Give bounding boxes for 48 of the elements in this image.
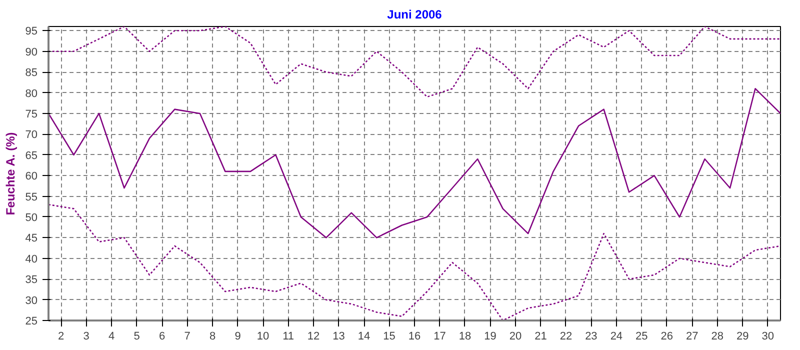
x-tick-label: 15 <box>383 330 396 342</box>
x-tick-label: 5 <box>134 330 140 342</box>
x-tick-label: 18 <box>458 330 472 342</box>
x-tick-label: 19 <box>484 330 496 342</box>
y-tick-label: 85 <box>25 67 38 80</box>
x-tick-label: 17 <box>434 330 446 342</box>
x-tick-label: 7 <box>184 330 190 342</box>
y-axis-title: Feuchte A. (%) <box>3 132 18 216</box>
y-tick-label: 30 <box>25 294 38 307</box>
y-tick-label: 40 <box>25 253 38 266</box>
y-tick-label: 60 <box>25 170 38 183</box>
x-tick-label: 25 <box>636 330 648 342</box>
x-tick-label: 21 <box>534 330 547 342</box>
x-tick-label: 28 <box>711 330 724 342</box>
y-tick-label: 80 <box>25 88 38 100</box>
x-tick-label: 24 <box>610 330 623 342</box>
x-tick-label: 20 <box>509 330 522 342</box>
x-tick-label: 6 <box>159 330 166 342</box>
y-tick-label: 65 <box>25 150 38 162</box>
x-tick-label: 16 <box>408 330 421 342</box>
x-tick-label: 12 <box>307 330 320 342</box>
x-tick-label: 4 <box>108 330 115 342</box>
y-tick-label: 75 <box>25 108 38 120</box>
x-tick-label: 13 <box>332 330 345 342</box>
line-series <box>48 26 780 98</box>
y-tick-label: 35 <box>25 274 38 286</box>
y-tick-label: 70 <box>25 129 38 142</box>
x-tick-label: 30 <box>762 330 774 342</box>
x-tick-label: 2 <box>58 330 64 342</box>
x-tick-label: 3 <box>83 330 90 342</box>
x-tick-label: 10 <box>256 330 270 342</box>
y-tick-label: 55 <box>25 191 38 204</box>
x-tick-label: 9 <box>234 330 241 342</box>
y-tick-label: 50 <box>25 212 38 224</box>
x-tick-label: 14 <box>358 330 370 342</box>
x-tick-label: 23 <box>585 330 598 342</box>
y-tick-label: 90 <box>25 46 38 58</box>
x-tick-label: 22 <box>560 330 572 342</box>
x-tick-label: 8 <box>210 330 216 342</box>
y-tick-label: 45 <box>25 232 38 245</box>
x-tick-label: 27 <box>686 330 698 342</box>
line-series <box>48 88 780 238</box>
y-tick-label: 25 <box>25 316 38 328</box>
x-tick-label: 29 <box>736 330 749 342</box>
chart-title: Juni 2006 <box>387 8 442 22</box>
x-tick-label: 26 <box>660 330 674 342</box>
x-tick-label: 11 <box>282 330 294 342</box>
y-tick-label: 95 <box>25 26 38 38</box>
